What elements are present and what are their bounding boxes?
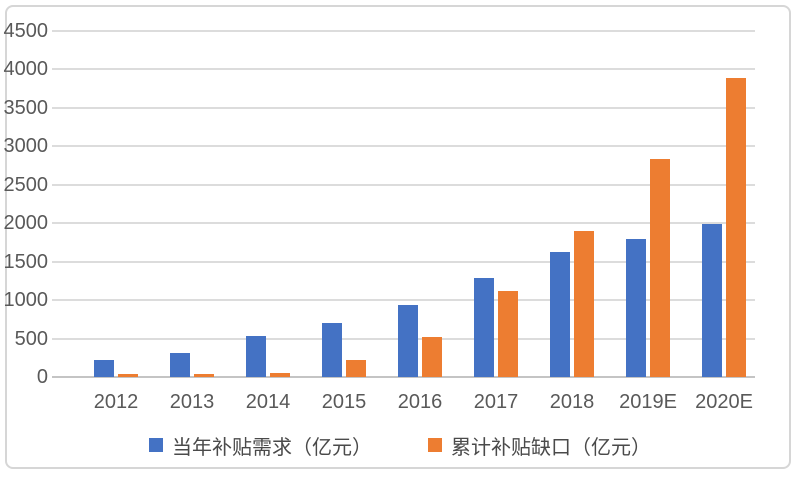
bar-2020E-series1	[702, 223, 722, 377]
x-axis-category-label: 2020E	[695, 391, 753, 413]
bar-2017-series2	[498, 290, 518, 377]
gridline	[52, 260, 755, 263]
gridline	[52, 30, 755, 32]
y-axis-tick-label: 2500	[3, 173, 49, 196]
x-axis-category-label: 2018	[549, 391, 595, 413]
legend-item-series1: 当年补贴需求（亿元）	[149, 431, 372, 460]
chart-legend: 当年补贴需求（亿元） 累计补贴缺口（亿元）	[0, 428, 800, 462]
x-axis-category-label: 2015	[321, 391, 367, 413]
gridline	[52, 183, 755, 186]
y-axis-tick-label: 2000	[3, 212, 49, 235]
bar-2013-series2	[194, 373, 214, 377]
bar-2016-series1	[398, 305, 418, 377]
legend-item-series2: 累计补贴缺口（亿元）	[428, 431, 651, 460]
gridline	[52, 106, 755, 109]
bar-2012-series1	[94, 360, 114, 377]
bar-2016-series2	[422, 337, 442, 377]
legend-swatch-orange-icon	[428, 438, 442, 452]
legend-label-series1: 当年补贴需求（亿元）	[172, 436, 372, 459]
bar-2018-series1	[550, 252, 570, 377]
bar-2013-series1	[170, 352, 190, 377]
bar-2014-series2	[270, 372, 290, 377]
y-axis-tick-label: 500	[14, 327, 48, 350]
y-axis-tick-label: 4500	[3, 20, 49, 42]
x-axis-category-label: 2019E	[619, 391, 677, 413]
x-axis-category-label: 2013	[169, 391, 215, 413]
y-axis-tick-label: 1000	[3, 289, 49, 312]
y-axis-tick-label: 0	[36, 366, 48, 388]
x-axis-line	[52, 376, 755, 378]
bar-2014-series1	[246, 335, 266, 377]
bar-2019E-series2	[650, 159, 670, 377]
bar-2018-series2	[574, 230, 594, 377]
gridline	[52, 145, 755, 148]
bar-2012-series2	[118, 374, 138, 377]
bar-2019E-series1	[626, 238, 646, 377]
bar-2015-series1	[322, 323, 342, 377]
bar-2020E-series2	[726, 78, 746, 377]
x-axis-category-label: 2012	[93, 391, 139, 413]
y-axis-tick-label: 3500	[3, 96, 49, 119]
x-axis-category-label: 2014	[245, 391, 291, 413]
legend-label-series2: 累计补贴缺口（亿元）	[451, 436, 651, 459]
x-axis-category-label: 2016	[397, 391, 443, 413]
x-axis-category-label: 2017	[473, 391, 519, 413]
bar-2017-series1	[474, 277, 494, 377]
gridline	[52, 299, 755, 302]
bar-2015-series2	[346, 360, 366, 377]
y-axis-tick-label: 3000	[3, 135, 49, 158]
gridline	[52, 222, 755, 225]
legend-swatch-blue-icon	[149, 438, 163, 452]
y-axis-tick-label: 4000	[3, 58, 49, 81]
y-axis-tick-label: 1500	[3, 250, 49, 273]
gridline	[52, 68, 755, 71]
